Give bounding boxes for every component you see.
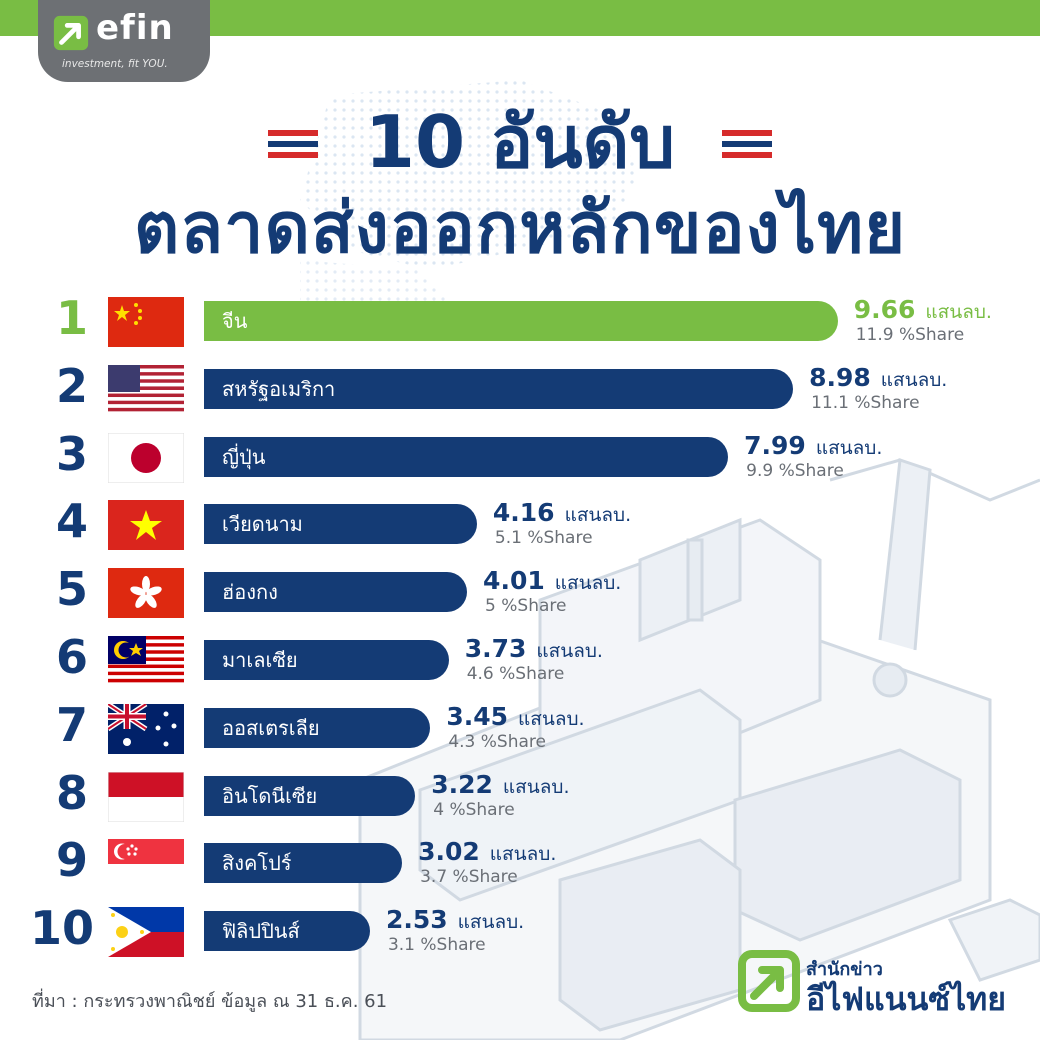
- share-label: 11.1 %Share: [811, 392, 920, 413]
- rank-number: 4: [55, 494, 88, 549]
- rank-number: 7: [55, 697, 88, 752]
- vietnam-flag-icon: [108, 500, 184, 551]
- page-title-line-2: ตลาดส่งออกหลักของไทย: [133, 187, 907, 269]
- share-label: 11.9 %Share: [855, 325, 965, 345]
- value-label: 9.66 แสนลบ.: [854, 295, 992, 327]
- rank-number: 6: [55, 630, 88, 684]
- australia-flag-icon: [108, 703, 184, 754]
- rank-number: 10: [29, 901, 94, 956]
- bar: [204, 911, 370, 952]
- philippines-flag-icon: [108, 907, 184, 958]
- value-unit: แสนลบ.: [457, 911, 525, 934]
- country-label: เวียดนาม: [222, 512, 303, 537]
- value-unit: แสนลบ.: [815, 436, 883, 459]
- value-unit: แสนลบ.: [564, 504, 632, 527]
- source-note: ที่มา : กระทรวงพาณิชย์ ข้อมูล ณ 31 ธ.ค. …: [32, 991, 388, 1012]
- value-number: 7.99: [744, 430, 806, 460]
- value-label: 3.45 แสนลบ.: [446, 702, 584, 734]
- value-number: 3.45: [446, 701, 508, 731]
- value-unit: แสนลบ.: [925, 301, 992, 323]
- rank-number: 5: [55, 562, 88, 617]
- value-unit: แสนลบ.: [518, 707, 585, 730]
- singapore-flag-icon: [108, 839, 184, 890]
- rank-number: 2: [55, 358, 88, 413]
- share-label: 4.6 %Share: [466, 664, 565, 684]
- bar: [204, 368, 794, 409]
- efinancethai-logo-icon: [738, 950, 800, 1012]
- bar: [204, 436, 729, 477]
- value-label: 7.99 แสนลบ.: [744, 431, 882, 463]
- logo-tagline: investment, fit YOU.: [62, 58, 168, 70]
- share-label: 5.1 %Share: [494, 528, 593, 549]
- logo-word: efin: [96, 8, 174, 48]
- value-unit: แสนลบ.: [554, 572, 622, 595]
- value-label: 2.53 แสนลบ.: [386, 905, 524, 937]
- value-unit: แสนลบ.: [536, 640, 603, 662]
- country-label: มาเลเซีย: [222, 648, 298, 672]
- value-number: 3.73: [464, 634, 527, 663]
- footer-brand-name: อีไฟแนนซ์ไทย: [806, 980, 1006, 1018]
- rank-number: 8: [55, 765, 88, 820]
- value-number: 4.16: [492, 498, 555, 528]
- value-unit: แสนลบ.: [502, 775, 570, 798]
- share-label: 5 %Share: [485, 596, 567, 617]
- value-unit: แสนลบ.: [880, 368, 948, 391]
- value-number: 2.53: [385, 905, 448, 935]
- country-label: ฮ่องกง: [222, 580, 278, 605]
- value-number: 3.22: [431, 769, 493, 799]
- value-number: 3.02: [418, 837, 480, 867]
- usa-flag-icon: [108, 364, 184, 415]
- share-label: 9.9 %Share: [746, 460, 844, 481]
- bar: [204, 775, 416, 816]
- rank-number: 1: [55, 291, 88, 345]
- value-number: 4.01: [483, 566, 545, 596]
- thai-flag-stripes-left-icon: [268, 130, 318, 160]
- value-number: 8.98: [809, 362, 871, 392]
- country-label: อินโดนีเซีย: [222, 783, 318, 808]
- value-label: 8.98 แสนลบ.: [809, 363, 947, 395]
- china-flag-icon: [108, 297, 184, 347]
- bar: [204, 707, 431, 748]
- page-title-line-1: 10 อันดับ: [364, 100, 676, 184]
- country-label: จีน: [222, 309, 248, 333]
- share-label: 4.3 %Share: [448, 731, 546, 752]
- japan-flag-icon: [108, 432, 184, 483]
- thai-flag-stripes-right-icon: [722, 130, 772, 160]
- value-label: 3.73 แสนลบ.: [465, 634, 603, 666]
- country-label: ฟิลิปปินส์: [222, 919, 300, 944]
- bar: [204, 504, 477, 545]
- hongkong-flag-icon: [108, 568, 184, 619]
- bar: [204, 640, 449, 680]
- share-label: 3.1 %Share: [387, 935, 486, 956]
- country-label: สิงคโปร์: [222, 851, 292, 876]
- value-label: 3.22 แสนลบ.: [431, 770, 569, 802]
- bar: [204, 572, 468, 613]
- value-unit: แสนลบ.: [489, 843, 557, 866]
- malaysia-flag-icon: [108, 636, 184, 686]
- rank-number: 9: [55, 833, 88, 888]
- indonesia-flag-icon: [108, 771, 184, 822]
- country-label: ญี่ปุ่น: [222, 444, 266, 469]
- share-label: 4 %Share: [433, 799, 515, 820]
- value-label: 4.16 แสนลบ.: [493, 498, 631, 530]
- value-label: 4.01 แสนลบ.: [483, 566, 621, 598]
- share-label: 3.7 %Share: [420, 867, 518, 888]
- country-label: สหรัฐอเมริกา: [222, 376, 336, 401]
- value-label: 3.02 แสนลบ.: [418, 837, 556, 869]
- rank-number: 3: [55, 426, 88, 481]
- bar: [204, 301, 838, 341]
- bar: [204, 843, 403, 884]
- efin-arrow-logo-icon: [53, 15, 89, 51]
- country-label: ออสเตรเลีย: [222, 715, 320, 740]
- footer-brand-small: สำนักข่าว: [806, 959, 883, 980]
- value-number: 9.66: [853, 295, 916, 324]
